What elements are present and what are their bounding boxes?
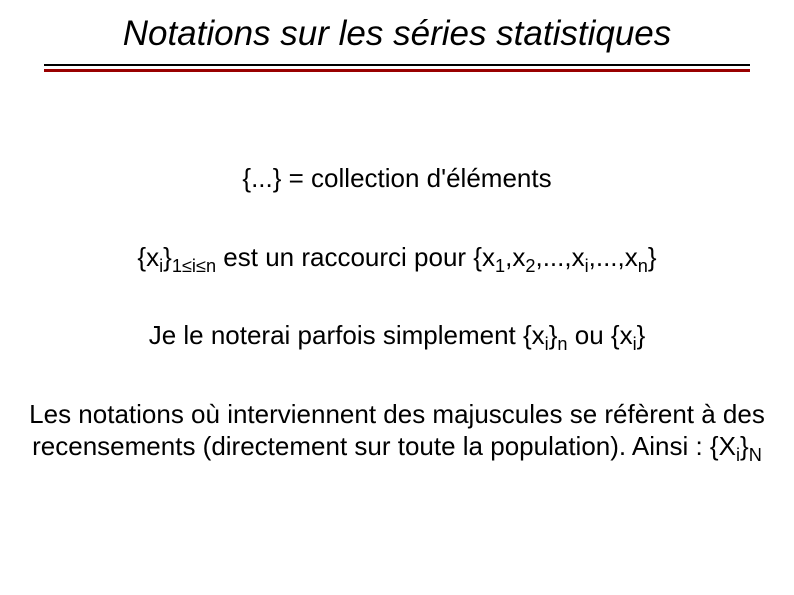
text: Je le noterai parfois simplement {x: [149, 320, 545, 350]
text: }: [637, 320, 646, 350]
text: }: [648, 242, 657, 272]
text: ,x: [505, 242, 525, 272]
text: {x: [137, 242, 159, 272]
underline-red: [44, 69, 750, 72]
underline-black: [44, 64, 750, 66]
text: Les notations où interviennent des majus…: [29, 399, 765, 462]
text: ,...,x: [589, 242, 638, 272]
sub: n: [638, 256, 648, 276]
sub: 2: [525, 256, 535, 276]
slide: Notations sur les séries statistiques {.…: [0, 0, 794, 595]
text: }: [740, 431, 749, 461]
content: {...} = collection d'éléments {xi}1≤i≤n …: [20, 162, 774, 463]
text: {...} = collection d'éléments: [242, 163, 551, 193]
text: }: [163, 242, 172, 272]
line-collection: {...} = collection d'éléments: [20, 162, 774, 195]
text: est un raccourci pour {x: [216, 242, 495, 272]
title-underline: [44, 64, 750, 72]
sub: n: [557, 334, 567, 354]
page-title: Notations sur les séries statistiques: [20, 14, 774, 58]
sub: 1≤i≤n: [172, 256, 216, 276]
sub: 1: [495, 256, 505, 276]
text: ou {x: [568, 320, 633, 350]
line-noter: Je le noterai parfois simplement {xi}n o…: [20, 319, 774, 352]
line-majuscules: Les notations où interviennent des majus…: [20, 398, 774, 463]
sub: N: [749, 445, 762, 465]
text: ,...,x: [535, 242, 584, 272]
line-raccourci: {xi}1≤i≤n est un raccourci pour {x1,x2,.…: [20, 241, 774, 274]
